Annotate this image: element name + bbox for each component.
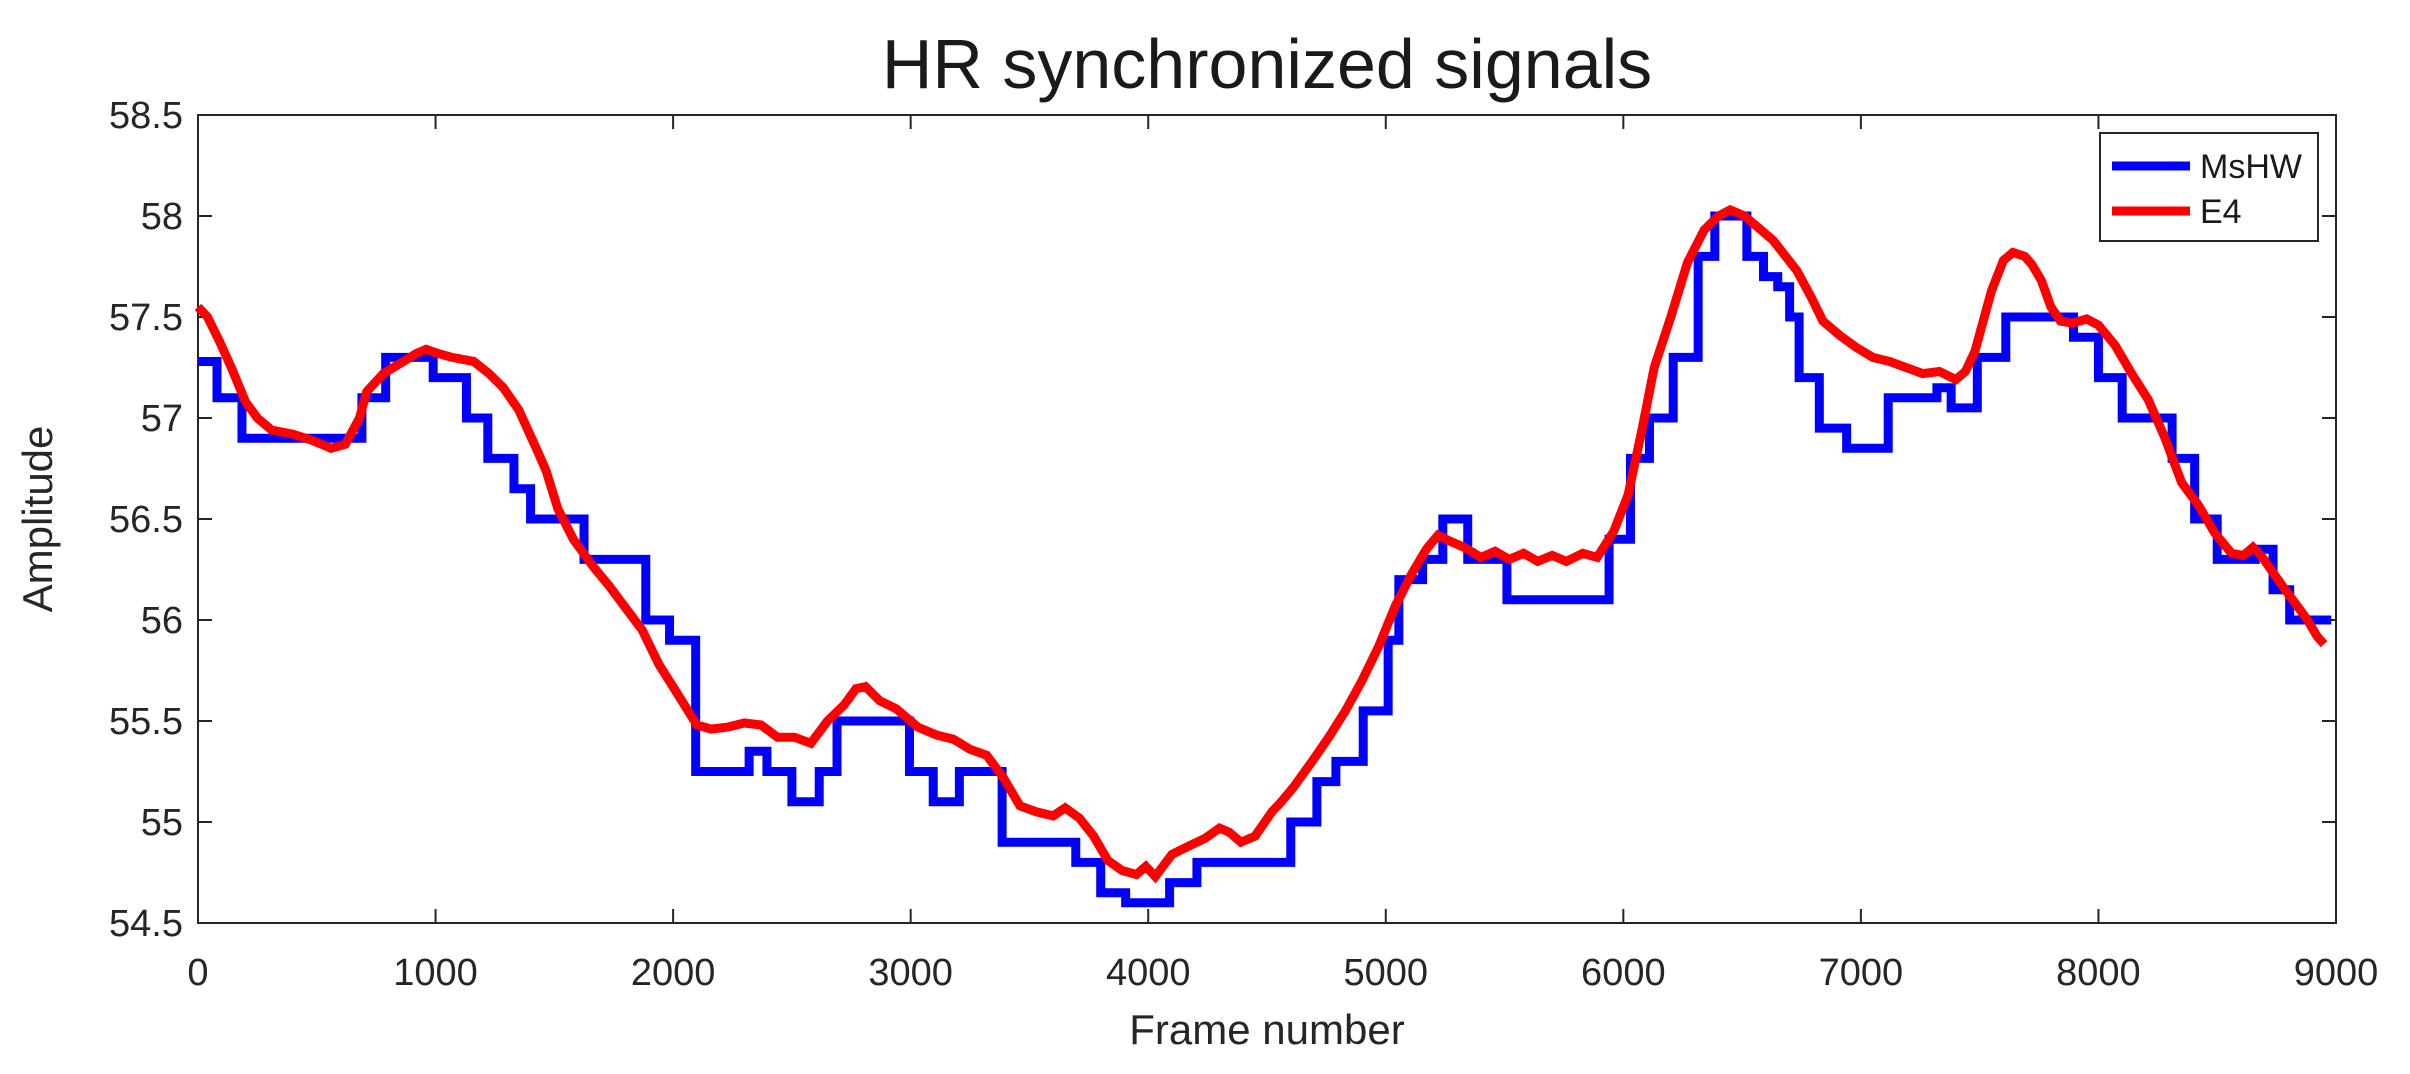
y-tick-label: 56 [141, 600, 183, 642]
y-tick-label: 57.5 [109, 297, 183, 339]
y-tick-label: 58 [141, 196, 183, 238]
x-tick-label: 0 [187, 952, 208, 994]
chart-title: HR synchronized signals [882, 25, 1652, 103]
legend-label-mshw: MsHW [2200, 148, 2302, 186]
y-tick-label: 57 [141, 398, 183, 440]
legend-label-e4: E4 [2200, 193, 2242, 231]
x-tick-label: 3000 [868, 952, 953, 994]
x-tick-label: 8000 [2056, 952, 2141, 994]
y-tick-label: 55 [141, 802, 183, 844]
x-axis-label: Frame number [1129, 1006, 1404, 1053]
x-tick-label: 2000 [631, 952, 716, 994]
mshw-line [198, 211, 2332, 908]
y-tick-label: 58.5 [109, 95, 183, 137]
x-tick-label: 5000 [1344, 952, 1429, 994]
x-tick-label: 6000 [1581, 952, 1666, 994]
y-axis-label: Amplitude [14, 426, 61, 613]
x-tick-label: 4000 [1106, 952, 1191, 994]
plot-border [197, 114, 2337, 924]
legend-box [2099, 132, 2319, 242]
x-tick-label: 1000 [393, 952, 478, 994]
y-tick-label: 55.5 [109, 701, 183, 743]
axis-tick-labels: 0 1000 2000 3000 4000 5000 6000 7000 8000 9000 54.… [109, 95, 2378, 994]
y-tick-label: 56.5 [109, 499, 183, 541]
e4-line [194, 204, 2328, 884]
x-tick-label: 9000 [2294, 952, 2379, 994]
x-tick-label: 7000 [1819, 952, 1904, 994]
legend: MsHW E4 [2099, 132, 2319, 242]
axis-ticks [197, 114, 2337, 924]
y-tick-label: 54.5 [109, 903, 183, 945]
plot-series [194, 204, 2332, 908]
